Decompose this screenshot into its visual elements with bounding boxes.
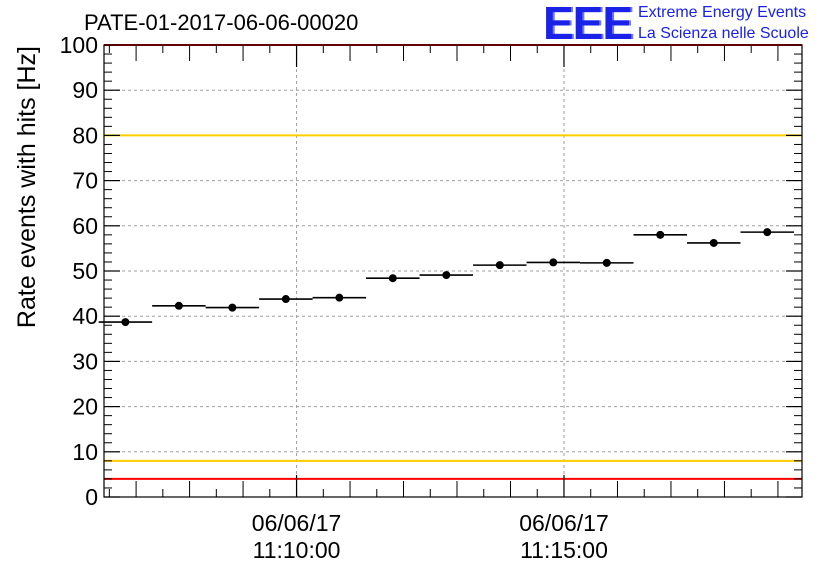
x-tick-label-time: 11:10:00: [253, 537, 341, 563]
data-point: [709, 238, 718, 247]
y-tick-labels: 0 10 20 30 40 50 60 70 80 90 100: [60, 32, 98, 510]
data-point: [281, 295, 290, 304]
y-tick-label: 70: [72, 168, 98, 194]
y-tick-label: 0: [85, 484, 98, 510]
y-tick-label: 100: [60, 32, 98, 58]
eee-logo: EEE Extreme Energy Events La Scienza nel…: [543, 0, 833, 49]
data-point: [495, 261, 504, 270]
y-tick-label: 20: [72, 394, 98, 420]
y-tick-label: 30: [72, 348, 98, 374]
reference-lines: [104, 44, 802, 480]
data-point: [763, 228, 772, 237]
data-point: [656, 230, 665, 239]
data-point: [335, 293, 344, 302]
data-point: [549, 258, 558, 267]
x-tick-label-date: 06/06/17: [519, 510, 609, 536]
y-tick-label: 10: [72, 439, 98, 465]
logo-tagline-2: La Scienza nelle Scuole: [638, 25, 809, 42]
data-point: [228, 303, 237, 312]
x-tick-label-time: 11:15:00: [520, 537, 608, 563]
y-tick-label: 40: [72, 303, 98, 329]
y-axis-title: Rate events with hits [Hz]: [13, 46, 41, 328]
data-point: [388, 274, 397, 283]
logo-tagline-1: Extreme Energy Events: [638, 4, 807, 21]
y-tick-label: 80: [72, 122, 98, 148]
y-tick-label: 90: [72, 77, 98, 103]
chart-title: PATE-01-2017-06-06-00020: [84, 10, 359, 35]
y-tick-label: 50: [72, 258, 98, 284]
eee-logo-mark: EEE: [543, 0, 633, 49]
axis-ticks: [104, 44, 802, 498]
y-tick-label: 60: [72, 213, 98, 239]
data-point: [174, 301, 183, 310]
data-series: [98, 228, 794, 327]
data-point: [442, 271, 451, 280]
data-point: [121, 318, 130, 327]
x-tick-label-date: 06/06/17: [252, 510, 342, 536]
grid-lines: [104, 45, 802, 497]
data-point: [602, 258, 611, 267]
